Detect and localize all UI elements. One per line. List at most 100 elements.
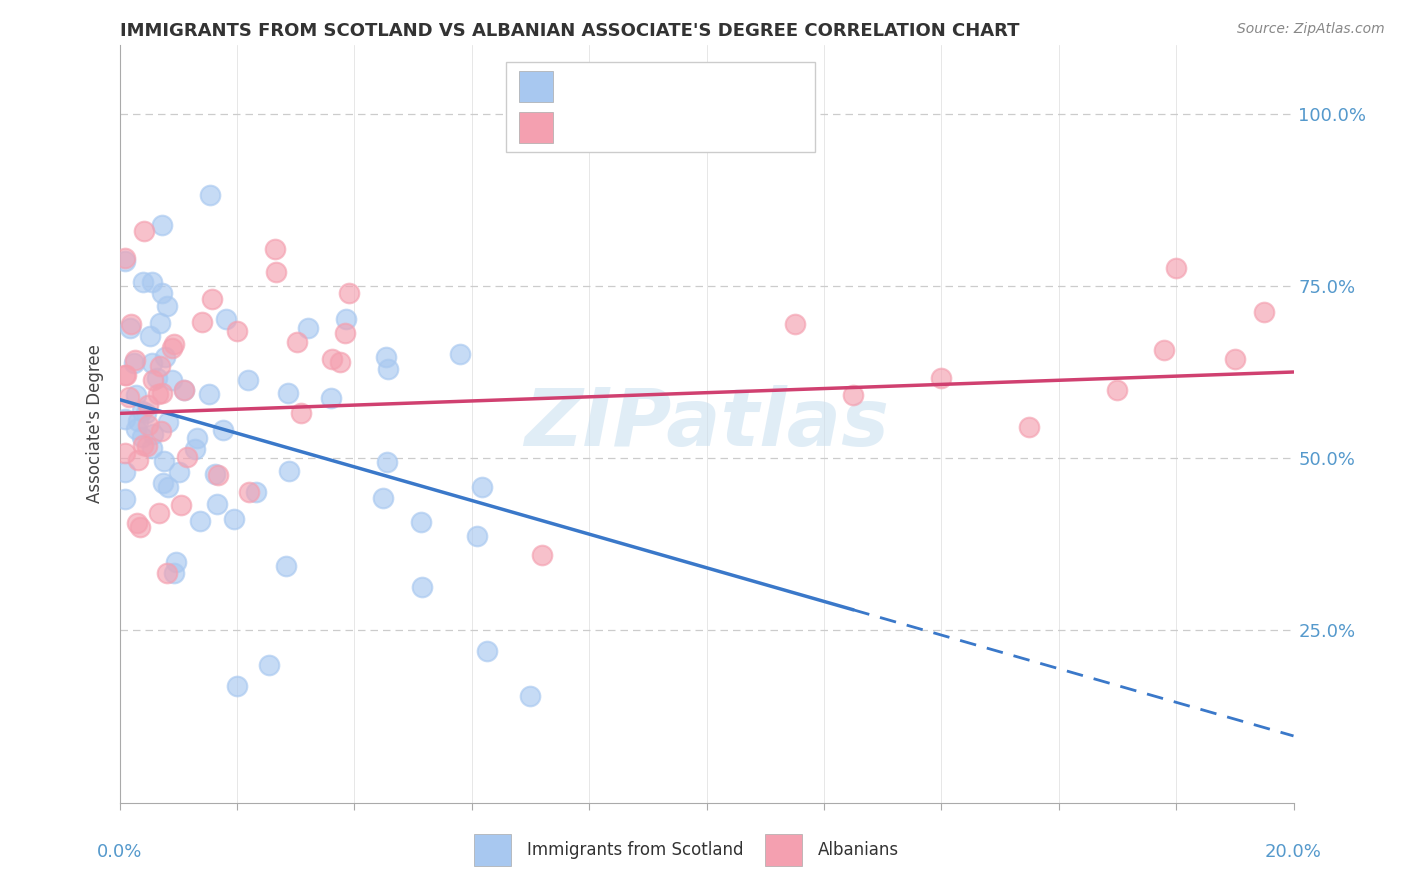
Point xyxy=(136,439,159,453)
Point xyxy=(531,548,554,562)
Point xyxy=(132,438,155,452)
FancyBboxPatch shape xyxy=(519,71,553,102)
Point xyxy=(277,464,299,478)
FancyBboxPatch shape xyxy=(506,62,815,152)
Point xyxy=(148,506,170,520)
Point xyxy=(238,484,260,499)
Point xyxy=(139,329,162,343)
Point xyxy=(114,491,136,506)
FancyBboxPatch shape xyxy=(519,112,553,143)
Point xyxy=(319,392,342,406)
Point xyxy=(321,352,343,367)
Point xyxy=(783,317,806,331)
Point xyxy=(224,512,246,526)
Text: 0.0%: 0.0% xyxy=(97,843,142,861)
Point xyxy=(142,373,165,387)
Point xyxy=(150,218,173,232)
Point xyxy=(114,253,136,268)
Point xyxy=(375,455,398,469)
Point xyxy=(114,465,136,479)
Point xyxy=(198,387,221,401)
Point xyxy=(157,415,180,429)
Point xyxy=(141,441,163,455)
Point xyxy=(150,424,173,438)
Point xyxy=(165,556,187,570)
Point xyxy=(114,368,136,382)
Point xyxy=(186,431,208,445)
Point xyxy=(142,426,165,441)
Point xyxy=(264,265,287,279)
Point xyxy=(131,403,153,417)
Point xyxy=(146,371,169,385)
Point xyxy=(153,454,176,468)
Point xyxy=(135,406,157,420)
Text: 20.0%: 20.0% xyxy=(1265,843,1322,861)
Point xyxy=(115,368,138,382)
Point xyxy=(259,657,281,672)
Point xyxy=(156,566,179,581)
Point xyxy=(333,326,356,340)
Point xyxy=(122,356,145,370)
FancyBboxPatch shape xyxy=(474,833,512,865)
Text: Albanians: Albanians xyxy=(817,840,898,859)
Point xyxy=(339,285,361,300)
Point xyxy=(132,276,155,290)
Point xyxy=(141,356,163,370)
Point xyxy=(184,442,207,457)
Point xyxy=(377,361,399,376)
Point xyxy=(155,350,177,364)
Point xyxy=(263,242,285,256)
Point xyxy=(188,514,211,528)
Point xyxy=(236,373,259,387)
Point xyxy=(329,354,352,368)
Point xyxy=(297,321,319,335)
Point xyxy=(114,446,136,460)
Point xyxy=(114,412,136,426)
Point xyxy=(215,312,238,326)
Point xyxy=(1153,343,1175,358)
Point xyxy=(118,321,141,335)
Point xyxy=(156,299,179,313)
Point xyxy=(519,689,541,703)
Point xyxy=(931,371,953,385)
FancyBboxPatch shape xyxy=(765,833,801,865)
Point xyxy=(141,275,163,289)
Point xyxy=(169,465,191,479)
Point xyxy=(152,476,174,491)
Point xyxy=(1018,420,1040,434)
Point xyxy=(371,491,394,505)
Point xyxy=(150,285,173,300)
Point xyxy=(127,516,149,530)
Point xyxy=(162,337,184,351)
Point xyxy=(120,317,142,331)
Point xyxy=(290,406,312,420)
Point xyxy=(150,386,173,401)
Point xyxy=(1253,305,1275,319)
Point xyxy=(842,387,865,401)
Text: R = $\mathbf{-0.214}$   N = $\mathbf{64}$: R = $\mathbf{-0.214}$ N = $\mathbf{64}$ xyxy=(564,77,756,95)
Point xyxy=(125,388,148,402)
Point xyxy=(131,430,153,444)
Point xyxy=(471,480,494,494)
Point xyxy=(335,311,357,326)
Point xyxy=(173,384,195,398)
Point xyxy=(467,529,489,543)
Point xyxy=(136,399,159,413)
Point xyxy=(118,390,141,404)
Point xyxy=(127,453,149,467)
Text: IMMIGRANTS FROM SCOTLAND VS ALBANIAN ASSOCIATE'S DEGREE CORRELATION CHART: IMMIGRANTS FROM SCOTLAND VS ALBANIAN ASS… xyxy=(120,22,1019,40)
Point xyxy=(136,418,159,433)
Point xyxy=(124,353,146,368)
Point xyxy=(207,496,229,510)
Point xyxy=(204,467,226,481)
Point xyxy=(160,373,183,387)
Point xyxy=(1223,351,1246,366)
Point xyxy=(149,359,172,373)
Point xyxy=(191,315,214,329)
Point xyxy=(128,520,150,534)
Point xyxy=(1164,261,1187,276)
Text: ZIPatlas: ZIPatlas xyxy=(524,384,889,463)
Point xyxy=(475,644,498,658)
Point xyxy=(157,480,180,494)
Point xyxy=(285,334,308,349)
